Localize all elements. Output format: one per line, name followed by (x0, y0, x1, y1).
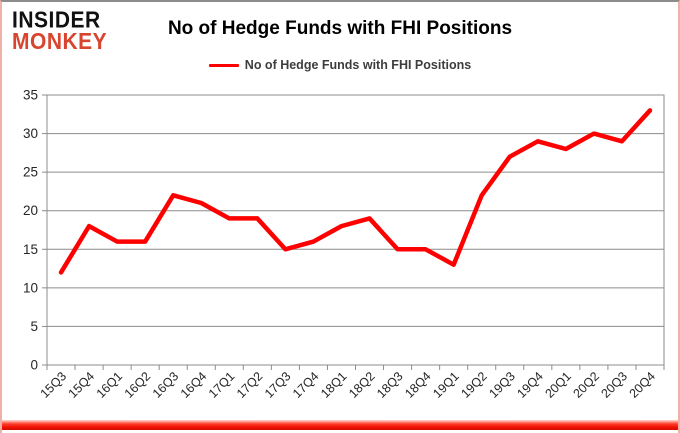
y-axis-label: 10 (23, 280, 38, 295)
y-axis-label: 35 (23, 88, 38, 103)
x-axis-label: 20Q3 (599, 369, 631, 401)
x-axis-label: 19Q3 (486, 369, 518, 401)
x-axis-label: 16Q3 (150, 369, 182, 401)
logo-line-monkey: MONKEY (12, 28, 108, 54)
x-axis-label: 15Q3 (38, 369, 70, 401)
bottom-accent-bar (2, 420, 678, 430)
x-axis-label: 17Q4 (290, 369, 322, 401)
x-axis-label: 16Q4 (178, 369, 210, 401)
plot-border (46, 94, 665, 366)
chart-title: No of Hedge Funds with FHI Positions (167, 18, 513, 39)
x-axis-label: 17Q2 (234, 369, 266, 401)
x-axis-label: 17Q3 (262, 369, 294, 401)
legend-label: No of Hedge Funds with FHI Positions (244, 58, 472, 72)
x-axis-label: 19Q1 (430, 369, 462, 401)
x-axis-label: 20Q1 (542, 369, 574, 401)
legend: No of Hedge Funds with FHI Positions (2, 58, 678, 72)
insider-monkey-logo: INSIDER MONKEY (12, 7, 108, 54)
x-axis-label: 17Q1 (206, 369, 238, 401)
x-axis-label: 19Q4 (514, 369, 546, 401)
x-axis-label: 20Q4 (627, 369, 659, 401)
x-axis-label: 18Q3 (374, 369, 406, 401)
series-line (58, 108, 653, 275)
y-axis-label: 15 (23, 242, 38, 257)
y-axis-label: 30 (23, 126, 38, 141)
x-axis-label: 18Q2 (346, 369, 378, 401)
x-axis-label: 16Q2 (122, 369, 154, 401)
x-axis-label: 20Q2 (570, 369, 602, 401)
y-axis-label: 20 (23, 203, 38, 218)
x-axis-label: 16Q1 (94, 369, 126, 401)
y-axis-label: 0 (30, 358, 38, 373)
x-axis-label: 18Q1 (318, 369, 350, 401)
x-axis-label: 18Q4 (402, 369, 434, 401)
logo-line-insider: INSIDER (12, 7, 101, 33)
y-axis-label: 5 (30, 319, 38, 334)
x-axis-label: 15Q4 (66, 369, 98, 401)
legend-line-swatch (208, 63, 239, 67)
x-axis-label: 19Q2 (458, 369, 490, 401)
y-axis-label: 25 (23, 165, 38, 180)
